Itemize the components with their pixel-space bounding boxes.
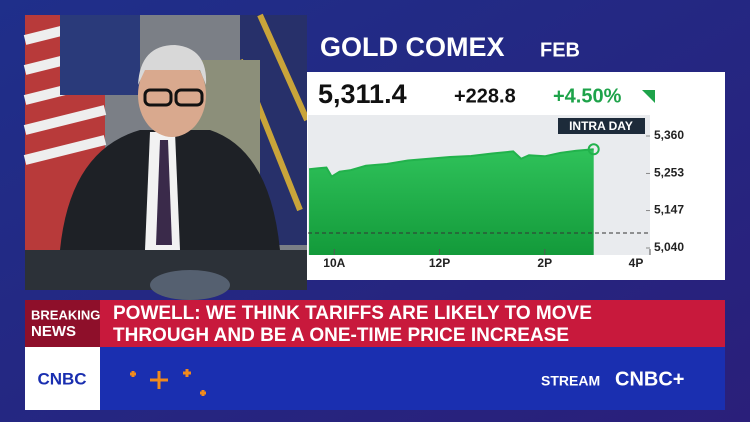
y-tick-label: 5,360 xyxy=(654,128,684,142)
area xyxy=(309,149,594,255)
line xyxy=(308,148,594,178)
x-tick-label: 2P xyxy=(537,256,552,270)
stream-brand: CNBC+ xyxy=(615,368,684,390)
up-arrow xyxy=(642,90,655,103)
y-tick-label: 5,040 xyxy=(654,240,684,254)
contract: FEB xyxy=(540,39,580,61)
intraday-label: INTRA DAY xyxy=(569,119,633,133)
x-tick-label: 4P xyxy=(629,256,644,270)
headline: POWELL: WE THINK TARIFFS ARE LIKELY TO M… xyxy=(113,303,592,324)
x-tick-label: 10A xyxy=(323,256,345,270)
headline: THROUGH AND BE A ONE-TIME PRICE INCREASE xyxy=(113,325,569,346)
title: GOLD COMEX xyxy=(320,32,505,62)
video-feed xyxy=(23,13,310,300)
y-tick-label: 5,147 xyxy=(654,203,684,217)
lower-third: BREAKING NEWS POWELL: WE THINK TARIFFS A… xyxy=(25,300,725,410)
logo: CNBC xyxy=(37,369,86,388)
y-tick-label: 5,253 xyxy=(654,166,684,180)
change-pct: +4.50% xyxy=(553,85,622,107)
stream-label: STREAM xyxy=(541,373,600,389)
intraday-tag xyxy=(558,118,645,134)
price: 5,311.4 xyxy=(318,79,407,109)
breaking-tag: BREAKING xyxy=(31,307,100,322)
x-tick-label: 12P xyxy=(429,256,450,270)
news-tag: NEWS xyxy=(31,323,76,340)
last-point xyxy=(587,143,600,156)
change: +228.8 xyxy=(454,85,516,107)
